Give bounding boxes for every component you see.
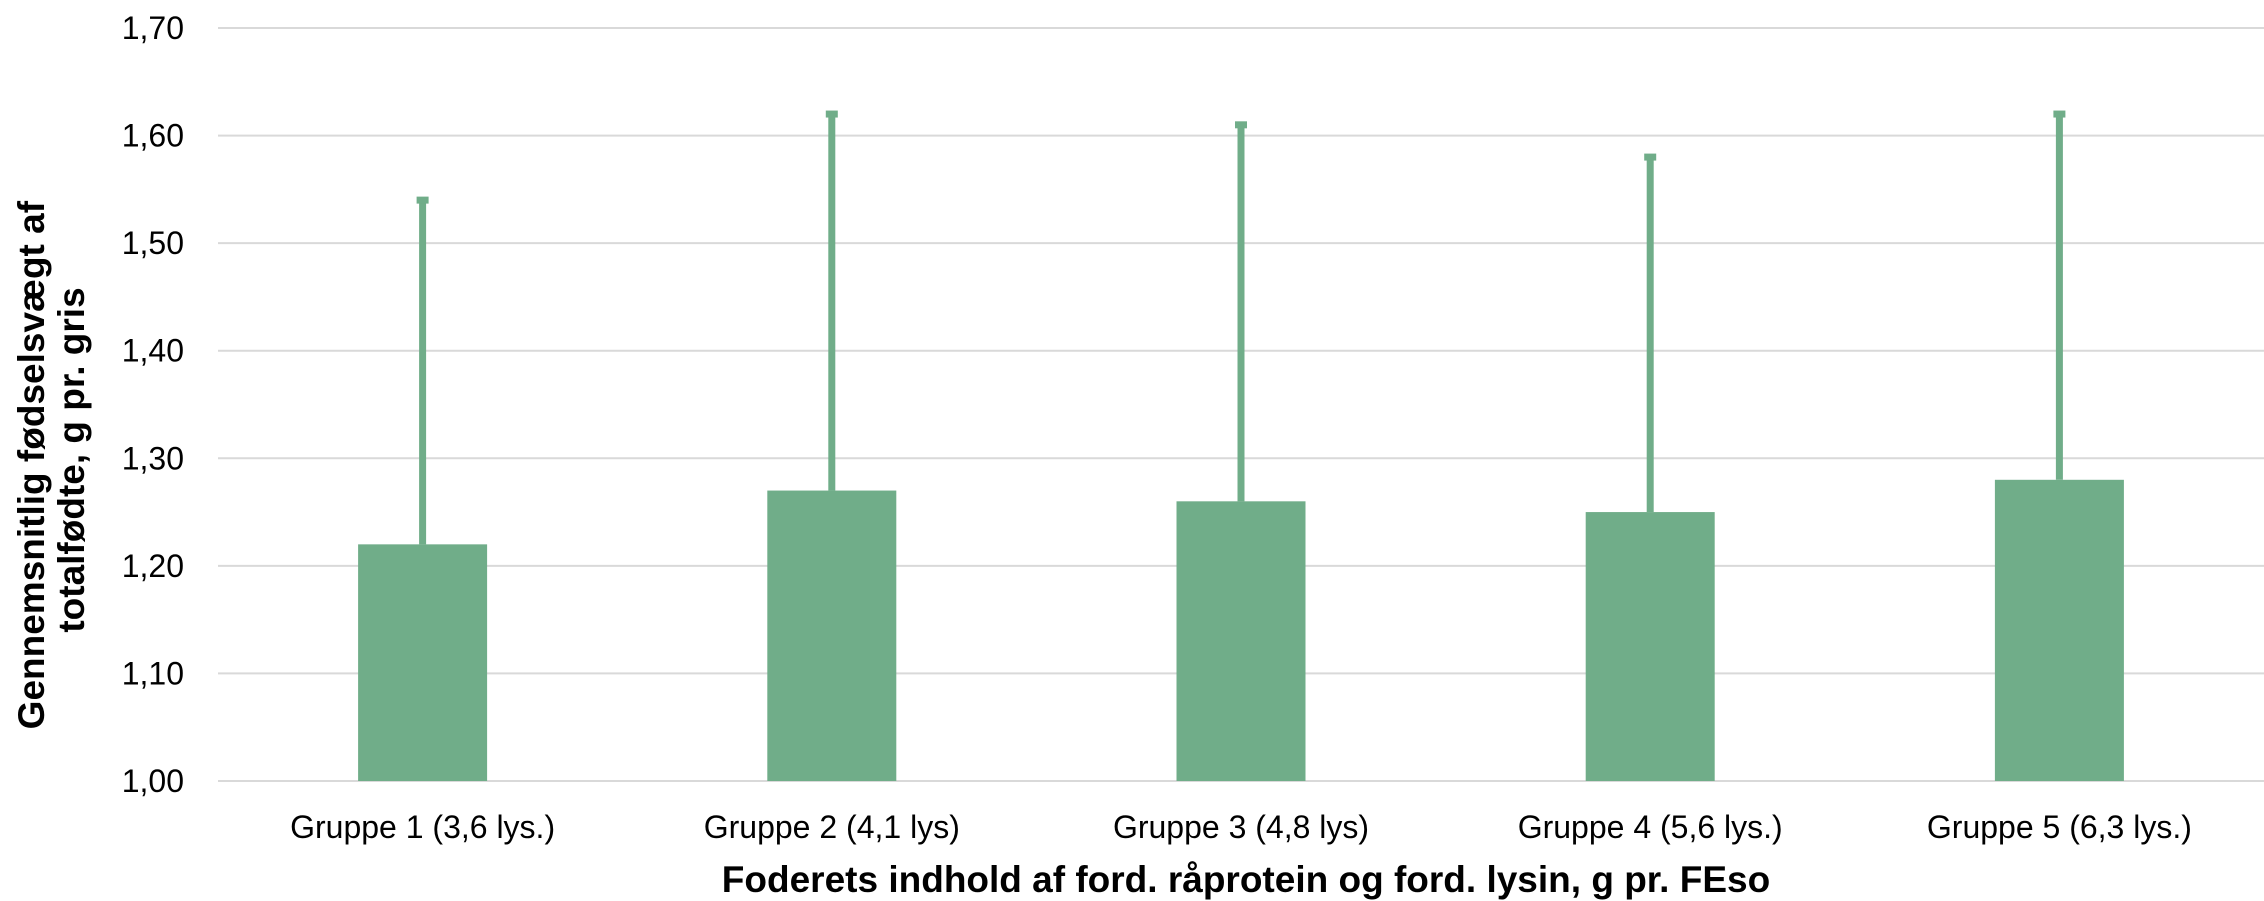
x-tick-label: Gruppe 4 (5,6 lys.) [1518,809,1783,845]
bar [358,544,488,781]
x-tick-label: Gruppe 1 (3,6 lys.) [290,809,555,845]
y-tick-label: 1,70 [122,10,184,46]
y-tick-label: 1,20 [122,548,184,584]
y-tick-label: 1,60 [122,118,184,154]
y-axis-title-line-1: Gennemsnitlig fødselsvægt af [11,200,52,729]
y-axis-title-line-2: totalfødte, g pr. gris [51,287,92,632]
x-axis-ticks: Gruppe 1 (3,6 lys.) Gruppe 2 (4,1 lys) Gru… [290,809,2192,845]
y-tick-label: 1,00 [122,763,184,799]
x-tick-label: Gruppe 3 (4,8 lys) [1113,809,1369,845]
y-tick-label: 1,10 [122,655,184,691]
bar [767,490,897,781]
y-tick-label: 1,30 [122,440,184,476]
bars [358,110,2124,781]
bar [1176,501,1306,781]
bar [1585,512,1715,781]
y-tick-label: 1,40 [122,333,184,369]
y-tick-label: 1,50 [122,225,184,261]
x-axis-title: Foderets indhold af ford. råprotein og f… [722,859,1770,900]
x-tick-label: Gruppe 5 (6,3 lys.) [1927,809,2192,845]
x-tick-label: Gruppe 2 (4,1 lys) [704,809,960,845]
y-axis-ticks: 1,00 1,10 1,20 1,30 1,40 1,50 1,60 1,70 [122,10,184,799]
y-axis-title: Gennemsnitlig fødselsvægt af totalfødte,… [11,191,92,730]
bar [1994,479,2124,781]
